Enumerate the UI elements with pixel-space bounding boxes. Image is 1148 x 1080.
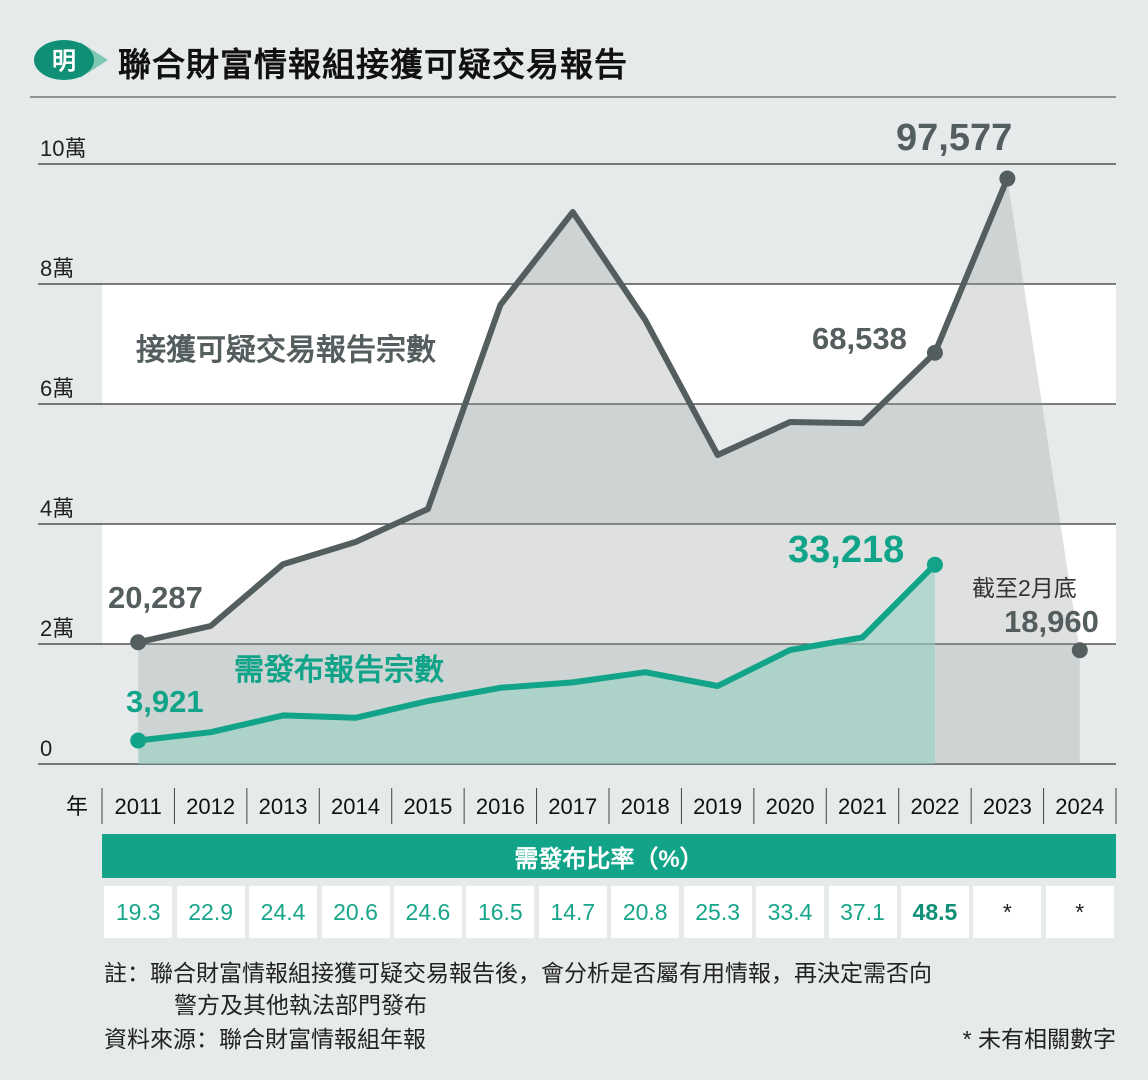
year-label: 2015: [403, 794, 452, 819]
area-fills: [138, 178, 1080, 765]
total-data-point: [1071, 642, 1088, 659]
year-label: 2019: [693, 794, 742, 819]
ratio-cell: 48.5: [900, 886, 969, 938]
source-note: 資料來源：聯合財富情報組年報: [104, 1026, 426, 1052]
year-label: 2021: [838, 794, 887, 819]
ratio-cell: 16.5: [466, 886, 535, 938]
logo-bubble-shape: [34, 40, 94, 80]
label-total-2022: 68,538: [812, 321, 907, 356]
y-tick-label: 4萬: [40, 496, 74, 521]
total-data-point: [926, 344, 943, 361]
year-label: 2016: [476, 794, 525, 819]
published-series-label: 需發布報告宗數: [234, 653, 444, 687]
title-divider: [30, 96, 1116, 98]
y-tick-label: 10萬: [40, 136, 86, 161]
year-label: 2018: [621, 794, 670, 819]
y-tick-label: 8萬: [40, 256, 74, 281]
y-tick-label: 2萬: [40, 616, 74, 641]
year-label: 2023: [983, 794, 1032, 819]
year-label: 2024: [1055, 794, 1104, 819]
published-series-line: [137, 562, 938, 744]
logo: 明: [30, 36, 110, 89]
note-line-2: 警方及其他執法部門發布: [174, 992, 427, 1018]
ratio-cell: *: [1045, 886, 1114, 938]
logo-text: 明: [52, 48, 76, 75]
grid-band: [102, 524, 1116, 644]
series-points: [130, 170, 1088, 749]
ratio-cell: 22.9: [176, 886, 245, 938]
y-tick-label: 6萬: [40, 376, 74, 401]
series-lines: [137, 177, 1011, 744]
total-series-label: 接獲可疑交易報告宗數: [136, 333, 436, 367]
ratio-cell: 25.3: [683, 886, 752, 938]
note-line-1: 註：聯合財富情報組接獲可疑交易報告後，會分析是否屬有用情報，再決定需否向: [104, 960, 932, 986]
total-data-point: [130, 634, 147, 651]
ratio-cell: 33.4: [756, 886, 825, 938]
label-total-2024: 18,960: [1004, 604, 1099, 639]
year-label: 2011: [115, 794, 162, 819]
x-axis-title: 年: [66, 794, 88, 819]
year-label: 2012: [186, 794, 235, 819]
ratio-cell: 24.4: [249, 886, 318, 938]
ratio-cell: 20.8: [611, 886, 680, 938]
ratio-cell: 37.1: [828, 886, 897, 938]
label-partial-note: 截至2月底: [972, 575, 1077, 601]
total-series-line: [137, 177, 1011, 646]
published-area-fill: [138, 564, 935, 764]
grid-band: [102, 404, 1116, 524]
year-label: 2013: [259, 794, 308, 819]
y-tick-label: 0: [40, 736, 52, 761]
label-start-published: 3,921: [126, 684, 204, 719]
year-label: 2022: [910, 794, 959, 819]
ratio-cell: 14.7: [538, 886, 607, 938]
ratio-header: 需發布比率（%）: [102, 834, 1116, 878]
total-area-fill: [138, 178, 1080, 765]
x-axis: 年 2011 2012 2013 2014 2015 2016 2017 2018 2019 202…: [66, 788, 1117, 824]
total-data-point: [999, 170, 1016, 187]
ratio-cell: 24.6: [393, 886, 462, 938]
grid-band: [102, 284, 1116, 404]
footnote: * 未有相關數字: [962, 1026, 1116, 1052]
ratio-cell: 19.3: [104, 886, 173, 938]
year-label: 2020: [766, 794, 815, 819]
label-total-2023: 97,577: [896, 117, 1012, 159]
ratio-cell: 20.6: [321, 886, 390, 938]
published-data-point: [926, 556, 943, 573]
chart-title: 聯合財富情報組接獲可疑交易報告: [118, 46, 628, 83]
label-start-total: 20,287: [108, 580, 203, 615]
label-published-2022: 33,218: [788, 529, 904, 571]
year-label: 2014: [331, 794, 380, 819]
year-label: 2017: [548, 794, 597, 819]
published-data-point: [130, 732, 147, 749]
ratio-cell: *: [973, 886, 1042, 938]
